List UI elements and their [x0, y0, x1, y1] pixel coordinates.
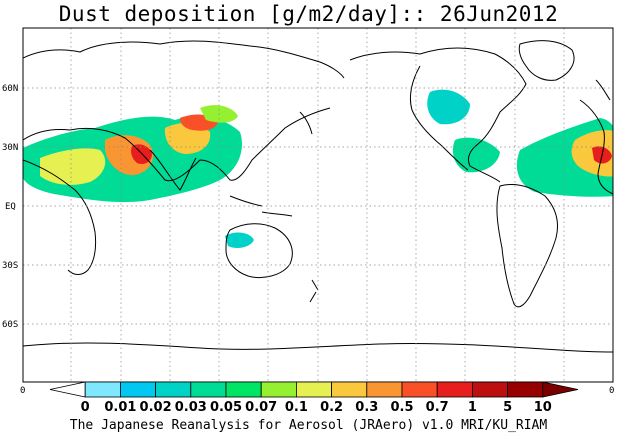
coast-africa-west: [579, 99, 613, 195]
colorbar-label: 0.7: [426, 400, 449, 415]
dust-core-north-africa: [40, 148, 106, 185]
colorbar-swatch: [366, 381, 403, 398]
map-credit: The Japanese Reanalysis for Aerosol (JRA…: [69, 418, 548, 433]
colorbar-label: 0.05: [210, 400, 242, 415]
colorbar-label: 0.3: [355, 400, 378, 415]
lat-label-60n: 60N: [2, 84, 18, 94]
colorbar: 0 0.01 0.02 0.03 0.05 0.07 0.1 0.2 0.3 0.5 0.7 1 5 10: [49, 381, 579, 415]
dust-core-west-africa: [571, 130, 613, 177]
colorbar-swatch: [190, 381, 227, 398]
colorbar-swatch: [225, 381, 262, 398]
lat-label-60s: 60S: [2, 320, 18, 330]
coast-new-zealand: [309, 279, 319, 303]
colorbar-label: 0.2: [320, 400, 343, 415]
colorbar-swatch: [542, 381, 579, 398]
colorbar-swatch: [401, 381, 438, 398]
lat-label-30s: 30S: [2, 261, 18, 271]
lat-label-eq: EQ: [5, 202, 16, 212]
map-title: Dust deposition [g/m2/day]:: 26Jun2012: [58, 2, 559, 26]
coast-greenland: [518, 40, 575, 81]
colorbar-label: 1: [468, 400, 477, 415]
coast-eurasia-south: [23, 107, 331, 182]
colorbar-swatch: [507, 381, 544, 398]
dust-deposition-shading: [23, 89, 613, 248]
colorbar-swatch: [331, 381, 368, 398]
colorbar-label: 10: [534, 400, 552, 415]
coast-eurasia-north: [23, 40, 345, 79]
colorbar-swatch: [120, 381, 157, 398]
coast-india: [149, 149, 197, 191]
colorbar-label: 0.1: [285, 400, 308, 415]
colorbar-swatch: [49, 381, 86, 398]
colorbar-swatch: [295, 381, 332, 398]
colorbar-label: 0.5: [390, 400, 413, 415]
colorbar-label: 0.01: [104, 400, 136, 415]
coast-south-america: [496, 183, 559, 308]
colorbar-swatch: [436, 381, 473, 398]
colorbar-swatch: [260, 381, 297, 398]
lat-label-30n: 30N: [2, 143, 18, 153]
colorbar-label: 0.02: [140, 400, 172, 415]
colorbar-swatch: [84, 381, 121, 398]
dust-patch-north-america: [427, 89, 470, 125]
coast-japan: [299, 111, 313, 135]
graticule: [23, 28, 613, 382]
coast-indonesia: [229, 195, 293, 217]
lon-label-right: 0: [609, 386, 614, 396]
dust-patch-mexico: [452, 137, 500, 173]
colorbar-swatch: [155, 381, 192, 398]
dust-patch-australia: [225, 232, 254, 248]
dust-core-thar: [164, 123, 211, 154]
colorbar-label: 0: [81, 400, 90, 415]
colorbar-label: 0.03: [175, 400, 207, 415]
coast-europe-west: [595, 79, 611, 101]
lon-label-left: 0: [20, 386, 25, 396]
colorbar-label: 5: [503, 400, 512, 415]
colorbar-label: 0.07: [245, 400, 277, 415]
coast-africa-east: [23, 159, 97, 275]
coast-australia: [225, 223, 293, 278]
coast-north-america: [349, 47, 527, 183]
coast-antarctica: [23, 342, 613, 353]
colorbar-swatch: [471, 381, 508, 398]
